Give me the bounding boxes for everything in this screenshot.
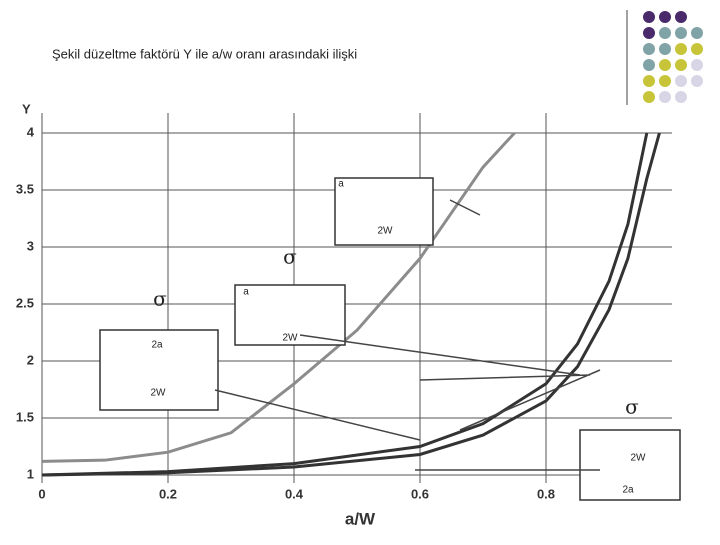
y-tick-label: 3 bbox=[27, 238, 34, 253]
series-line bbox=[41, 132, 661, 477]
x-axis-label: a/W bbox=[345, 509, 376, 528]
chart-title: Şekil düzeltme faktörü Y ile a/w oranı a… bbox=[52, 46, 357, 61]
annotation: 2a bbox=[622, 485, 634, 496]
x-tick-label: 0.8 bbox=[537, 486, 555, 501]
annotation: 2W bbox=[631, 453, 647, 464]
logo bbox=[626, 10, 703, 105]
annotation: σ bbox=[283, 245, 297, 269]
y-tick-label: 1 bbox=[27, 466, 34, 481]
series-line bbox=[41, 131, 516, 463]
annotation: 2a bbox=[151, 340, 163, 351]
annotation: σ bbox=[153, 287, 167, 311]
x-tick-label: 0 bbox=[38, 486, 45, 501]
x-tick-label: 0.4 bbox=[285, 486, 304, 501]
y-axis-label: Y bbox=[22, 101, 31, 116]
annotation: a bbox=[338, 179, 344, 190]
annotation: a bbox=[243, 287, 249, 298]
y-tick-label: 2.5 bbox=[16, 295, 34, 310]
x-tick-label: 0.6 bbox=[411, 486, 429, 501]
annotation: σ bbox=[625, 395, 639, 419]
y-tick-label: 3.5 bbox=[16, 181, 34, 196]
y-tick-label: 4 bbox=[27, 124, 35, 139]
x-tick-label: 0.2 bbox=[159, 486, 177, 501]
series-line bbox=[41, 132, 649, 477]
insets: σ 2a 2W σ a 2W a 2W σ 2W 2a bbox=[99, 177, 681, 501]
annotation: 2W bbox=[151, 388, 167, 399]
annotation: 2W bbox=[283, 333, 299, 344]
annotation: 2W bbox=[378, 226, 394, 237]
y-tick-label: 1.5 bbox=[16, 409, 34, 424]
y-tick-label: 2 bbox=[27, 352, 34, 367]
